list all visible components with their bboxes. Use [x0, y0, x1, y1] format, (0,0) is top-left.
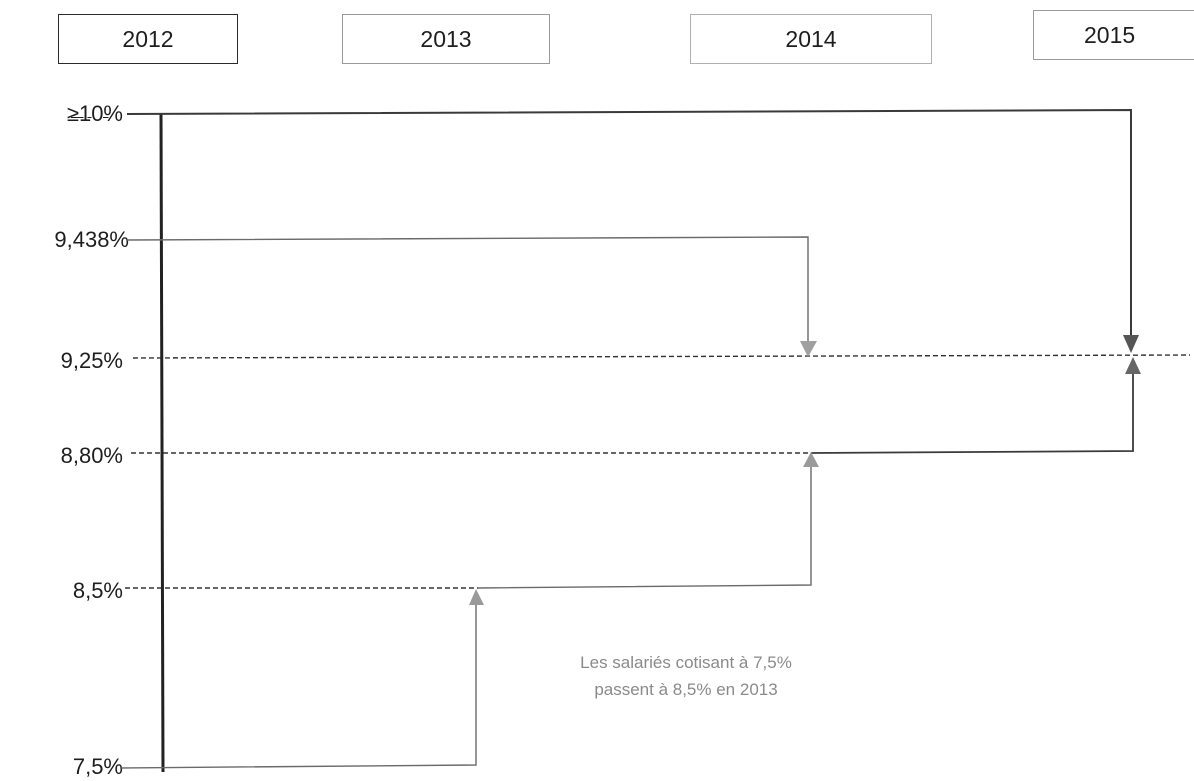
vertical-axis-2012 [159, 112, 165, 773]
level-label-10: ≥10% [66, 101, 123, 126]
annotation-line-1: Les salariés cotisant à 7,5% [580, 653, 792, 672]
arrow-up-2015 [1125, 357, 1141, 374]
level-label-925: 9,25% [60, 348, 123, 373]
annotation-note: Les salariés cotisant à 7,5% passent à 8… [500, 649, 872, 703]
arrow-up-2013 [469, 589, 484, 605]
year-box-2013: 2013 [342, 14, 550, 64]
path-880-to-925 [811, 372, 1134, 454]
level-label-85: 8,5% [72, 578, 123, 603]
path-75-to-85 [119, 600, 477, 769]
path-9438-to-925 [126, 236, 809, 343]
arrow-down-2014 [800, 341, 817, 357]
level-label-75: 7,5% [72, 754, 123, 779]
arrow-up-2014 [803, 452, 819, 467]
annotation-line-2: passent à 8,5% en 2013 [594, 680, 778, 700]
year-box-2012: 2012 [58, 14, 238, 64]
year-label-2014: 2014 [785, 25, 837, 52]
year-label-2015: 2015 [1084, 21, 1136, 48]
year-box-2015: 2015 [1033, 10, 1194, 60]
level-label-9438: 9,438% [54, 227, 129, 252]
arrow-down-2015 [1123, 335, 1139, 353]
year-box-2014: 2014 [690, 14, 932, 64]
year-label-2012: 2012 [122, 25, 174, 52]
dashed-line-925 [132, 354, 1191, 359]
path-10-to-925 [126, 108, 1132, 345]
level-label-880: 8,80% [60, 443, 123, 468]
year-label-2013: 2013 [420, 25, 472, 52]
path-85-to-880 [477, 466, 812, 589]
